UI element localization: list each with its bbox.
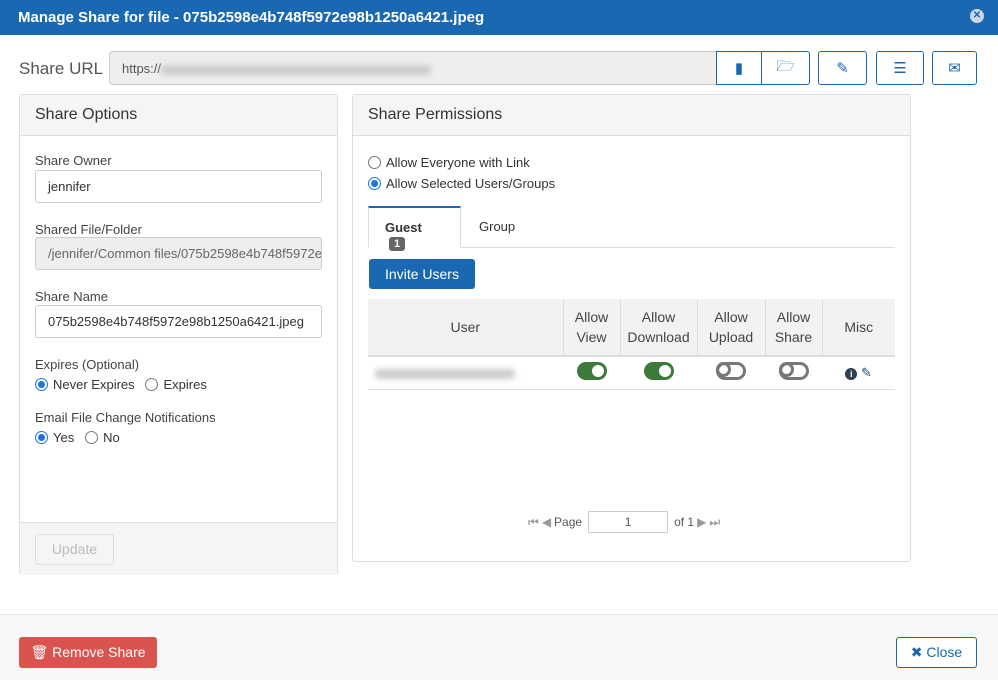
user-email-blurred (375, 369, 515, 380)
file-input: /jennifer/Common files/075b2598e4b748f59… (35, 237, 322, 270)
never-expires-radio[interactable] (35, 378, 48, 391)
prev-page-icon[interactable]: ◀ (541, 515, 552, 529)
trash-icon: 🗑 (30, 644, 49, 660)
never-expires-label: Never Expires (53, 377, 135, 392)
edit-button[interactable]: ✎ (818, 51, 867, 85)
close-button[interactable]: ✖ Close (896, 637, 977, 668)
invite-users-button[interactable]: Invite Users (369, 259, 475, 289)
yes-label: Yes (53, 430, 75, 445)
url-text: https:// (122, 61, 162, 76)
expires-label-radio: Expires (163, 377, 207, 392)
close-label: Close (926, 644, 963, 660)
header-user: User (368, 299, 563, 357)
share-url-label: Share URL (19, 59, 104, 78)
view-toggle[interactable] (576, 362, 607, 381)
next-page-icon[interactable]: ▶ (697, 515, 707, 529)
permissions-table: User Allow View Allow Download Allow Upl… (368, 299, 895, 390)
clipboard-icon: ▮ (734, 60, 744, 77)
page-label: Page (554, 515, 583, 529)
share-options-panel: Share Options Share Owner jennifer Share… (19, 94, 338, 575)
selected-label: Allow Selected Users/Groups (386, 176, 556, 191)
list-icon: ☰ (893, 60, 907, 77)
share-toggle[interactable] (778, 362, 809, 381)
edit-icon[interactable]: ✎ (860, 364, 872, 380)
everyone-radio[interactable] (368, 156, 381, 169)
edit-icon: ✎ (836, 60, 849, 77)
everyone-label: Allow Everyone with Link (386, 155, 530, 170)
remove-share-button[interactable]: 🗑 Remove Share (19, 637, 157, 668)
file-label: Shared File/Folder (35, 222, 142, 237)
update-button[interactable]: Update (35, 534, 114, 565)
page-count: of 1 (674, 515, 695, 529)
table-row: i ✎ (368, 356, 895, 390)
url-blurred (161, 64, 432, 75)
dialog-footer: 🗑 Remove Share ✖ Close (0, 614, 998, 680)
guest-count-badge: 1 (389, 237, 406, 251)
owner-input[interactable]: jennifer (35, 170, 322, 203)
open-folder-button[interactable]: 🗁 (761, 51, 810, 85)
share-options-title: Share Options (20, 95, 337, 136)
no-label: No (103, 430, 120, 445)
header-view: Allow View (562, 299, 620, 357)
first-page-icon[interactable]: ⏮ (528, 514, 539, 529)
tab-guest[interactable]: Guest 1 (368, 206, 461, 251)
upload-toggle[interactable] (716, 362, 746, 381)
expires-radio[interactable] (145, 378, 159, 391)
notify-no-radio[interactable] (85, 431, 99, 444)
info-icon[interactable]: i (845, 367, 858, 380)
share-url-input[interactable]: https:// (109, 51, 717, 85)
last-page-icon[interactable]: ⏭ (709, 514, 721, 529)
download-toggle[interactable] (643, 362, 674, 381)
header-share: Allow Share (764, 299, 822, 357)
notify-label: Email File Change Notifications (35, 410, 216, 425)
folder-open-icon: 🗁 (776, 57, 795, 75)
name-input[interactable]: 075b2598e4b748f5972e98b1250a6421.jpeg (35, 305, 322, 338)
title-text: Manage Share for file - 075b2598e4b748f5… (18, 9, 485, 26)
list-button[interactable]: ☰ (876, 51, 924, 85)
selected-radio[interactable] (368, 177, 381, 190)
share-permissions-panel: Share Permissions Allow Everyone with Li… (352, 94, 911, 562)
pager: ⏮ ◀ Page 1 of 1 ▶ ⏭ (528, 511, 720, 533)
page-input[interactable]: 1 (588, 511, 669, 533)
expires-label: Expires (Optional) (35, 357, 140, 372)
header-misc: Misc (821, 299, 895, 357)
owner-label: Share Owner (35, 153, 112, 168)
dialog-title: Manage Share for file - 075b2598e4b748f5… (0, 0, 998, 35)
tab-group[interactable]: Group (479, 219, 516, 234)
email-button[interactable]: ✉ (932, 51, 977, 85)
share-permissions-title: Share Permissions (353, 95, 910, 136)
header-download: Allow Download (619, 299, 697, 357)
guest-tab-label: Guest (385, 220, 422, 235)
header-upload: Allow Upload (696, 299, 765, 357)
times-icon: ✖ (910, 644, 923, 660)
options-footer: Update (20, 522, 337, 575)
copy-url-button[interactable]: ▮ (716, 51, 762, 85)
remove-share-label: Remove Share (52, 644, 146, 660)
name-label: Share Name (35, 289, 108, 304)
notify-yes-radio[interactable] (35, 431, 48, 444)
close-dialog-icon[interactable]: ✕ (970, 9, 984, 23)
envelope-icon: ✉ (948, 60, 961, 77)
